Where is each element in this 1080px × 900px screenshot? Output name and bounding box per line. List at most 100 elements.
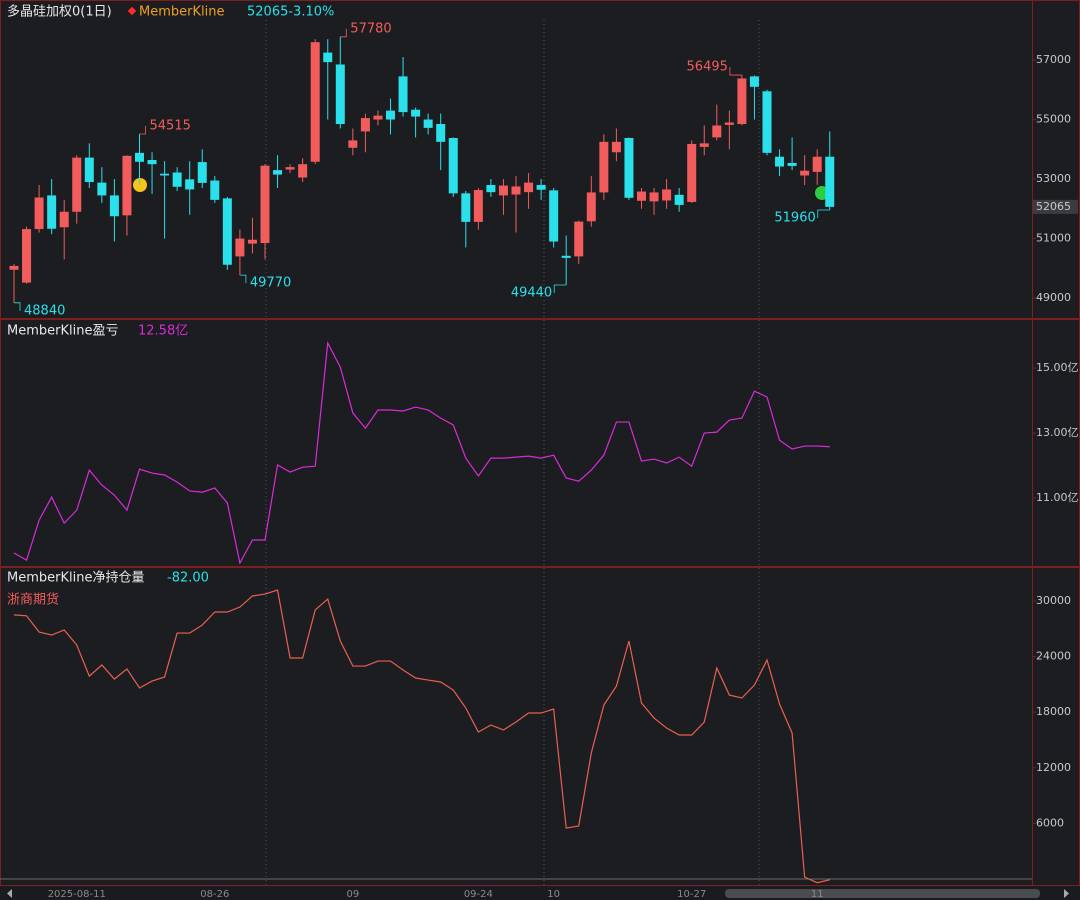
- candle-body: [699, 143, 709, 147]
- candle-body: [611, 141, 621, 153]
- series-line: [13, 589, 830, 884]
- legend-name: MemberKline盈亏: [7, 324, 118, 339]
- candle-body: [59, 211, 69, 228]
- y-tick-label: 13.00亿: [1036, 426, 1079, 439]
- candle-body: [298, 164, 308, 178]
- candle-body: [637, 191, 646, 201]
- candle-body: [561, 255, 571, 258]
- candle-body: [436, 123, 446, 142]
- y-tick-label: 15.00亿: [1036, 361, 1079, 374]
- emoji-icon: [133, 178, 147, 192]
- annotation-arrow: [553, 284, 567, 293]
- candle-body: [147, 160, 157, 165]
- candle-body: [323, 52, 333, 63]
- indicator: MemberKline: [139, 5, 224, 20]
- last-price-label: 52065: [1036, 200, 1071, 213]
- candle-body: [423, 119, 433, 128]
- separators: [265, 20, 760, 886]
- candle-body: [461, 193, 471, 222]
- scroll-left[interactable]: [7, 889, 12, 898]
- annotation-arrow: [817, 209, 830, 218]
- y-tick-label: 51000: [1036, 232, 1071, 245]
- legend-value: 12.58亿: [138, 324, 188, 339]
- annotation-label: 49440: [511, 285, 552, 300]
- candle-body: [172, 172, 182, 187]
- candle-body: [210, 180, 220, 200]
- scroll-thumb[interactable]: [725, 889, 1040, 898]
- candle-body: [825, 156, 835, 207]
- candle-body: [687, 143, 697, 202]
- annotation-arrow: [14, 302, 21, 311]
- title: 多晶硅加权0(1日): [7, 4, 112, 20]
- x-tick-label: 09-24: [464, 889, 493, 900]
- candle-body: [72, 157, 82, 212]
- annotation-label: 54515: [150, 118, 191, 133]
- candle-body: [135, 152, 144, 162]
- candle-body: [160, 173, 170, 176]
- annotation-label: 48840: [24, 303, 65, 318]
- candle-body: [34, 197, 44, 230]
- candle-body: [473, 190, 483, 222]
- change-label: 52065-3.10%: [247, 5, 334, 20]
- candle-body: [197, 162, 207, 183]
- candle-body: [310, 42, 320, 162]
- candle-body: [800, 170, 810, 176]
- candle-body: [97, 182, 107, 196]
- candle-body: [373, 115, 383, 120]
- candle-body: [22, 229, 32, 283]
- candle-body: [712, 125, 722, 138]
- candle-body: [335, 64, 345, 124]
- annotation-label: 49770: [250, 276, 291, 291]
- candle-body: [749, 76, 759, 87]
- y-tick-label: 18000: [1036, 705, 1071, 718]
- candle-body: [9, 265, 19, 270]
- candle-body: [360, 118, 370, 132]
- y-tick-label: 55000: [1036, 113, 1071, 126]
- candle-body: [599, 141, 609, 193]
- candle-body: [109, 195, 119, 217]
- candle-body: [222, 198, 232, 265]
- annotation-arrow: [139, 125, 146, 135]
- candle-body: [762, 91, 772, 153]
- candle-body: [775, 156, 785, 167]
- candle-body: [649, 192, 659, 202]
- candle-body: [662, 189, 672, 201]
- candle-body: [787, 162, 797, 166]
- legend-name: MemberKline净持仓量: [7, 571, 144, 586]
- annotation-arrow: [340, 28, 347, 38]
- candle-body: [574, 221, 584, 257]
- candle-body: [285, 167, 295, 170]
- candle-body: [185, 179, 195, 190]
- candle-body: [511, 186, 521, 195]
- scroll-right[interactable]: [1064, 889, 1069, 898]
- candle-body: [486, 184, 496, 193]
- candle-body: [273, 170, 283, 175]
- annotation-label: 51960: [774, 210, 815, 225]
- candle-body: [411, 109, 421, 117]
- annotation-arrow: [239, 274, 247, 284]
- candle-body: [737, 78, 747, 124]
- candle-body: [348, 140, 358, 148]
- y-tick-label: 49000: [1036, 291, 1071, 304]
- x-tick-label: 2025-08-11: [48, 889, 106, 900]
- y-tick-label: 11.00亿: [1036, 491, 1079, 504]
- candle-body: [47, 195, 57, 229]
- candle-body: [586, 192, 596, 222]
- candle-body: [724, 122, 734, 125]
- y-tick-label: 6000: [1036, 816, 1064, 829]
- candle-body: [398, 76, 408, 113]
- y-tick-label: 30000: [1036, 594, 1071, 607]
- subtitle: 浙商期货: [7, 592, 59, 608]
- candle-body: [235, 238, 245, 257]
- legend-value: -82.00: [167, 571, 209, 586]
- candle-body: [448, 137, 458, 194]
- y-tick-label: 24000: [1036, 650, 1071, 663]
- annotation-label: 56495: [687, 60, 728, 75]
- candle-body: [536, 184, 546, 190]
- candle-body: [84, 157, 94, 183]
- candle-body: [122, 155, 132, 216]
- y-tick-label: 53000: [1036, 172, 1071, 185]
